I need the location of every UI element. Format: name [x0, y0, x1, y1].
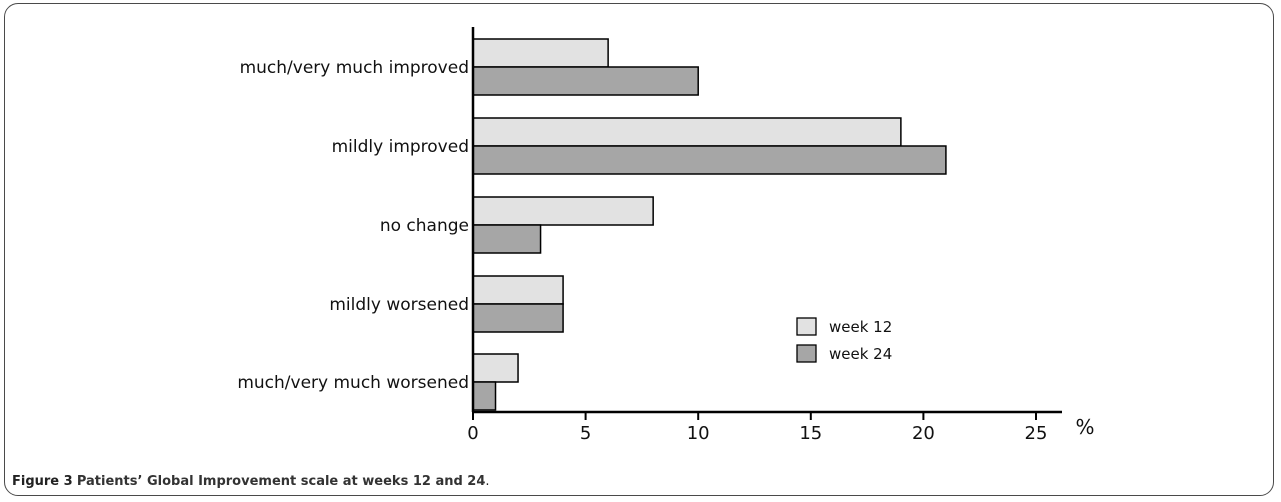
category-label: much/very much worsened — [237, 373, 469, 393]
legend-swatch-week-24 — [796, 344, 817, 363]
bar-week-24-5 — [472, 381, 497, 411]
legend-label-week-12: week 12 — [829, 318, 892, 336]
legend-swatch-week-12 — [796, 317, 817, 336]
x-tick-label: 25 — [1025, 423, 1048, 444]
figure-caption: Figure 3 Patients’ Global Improvement sc… — [12, 474, 490, 489]
x-tick-label: 15 — [799, 423, 822, 444]
category-label: mildly worsened — [329, 295, 469, 315]
bar-week-12-2 — [472, 117, 902, 147]
category-label: much/very much improved — [240, 58, 469, 78]
caption-period: . — [485, 474, 490, 489]
bar-week-12-3 — [472, 196, 654, 226]
x-tick-label: 5 — [580, 423, 591, 444]
category-label: mildly improved — [332, 137, 469, 157]
caption-figure-number: Figure 3 — [12, 474, 73, 489]
bar-week-24-3 — [472, 224, 542, 254]
bar-week-24-1 — [472, 66, 699, 96]
legend-label-week-24: week 24 — [829, 345, 892, 363]
bar-week-12-1 — [472, 38, 609, 68]
x-tick-label: 20 — [912, 423, 935, 444]
x-unit-label: % — [1075, 415, 1094, 439]
bar-week-24-4 — [472, 303, 564, 333]
bar-week-24-2 — [472, 145, 947, 175]
x-tick-label: 0 — [467, 423, 478, 444]
category-label: no change — [380, 216, 469, 236]
x-tick-label: 10 — [687, 423, 710, 444]
bar-week-12-5 — [472, 353, 519, 383]
bar-week-12-4 — [472, 275, 564, 305]
caption-title: Patients’ Global Improvement scale at we… — [76, 474, 486, 489]
